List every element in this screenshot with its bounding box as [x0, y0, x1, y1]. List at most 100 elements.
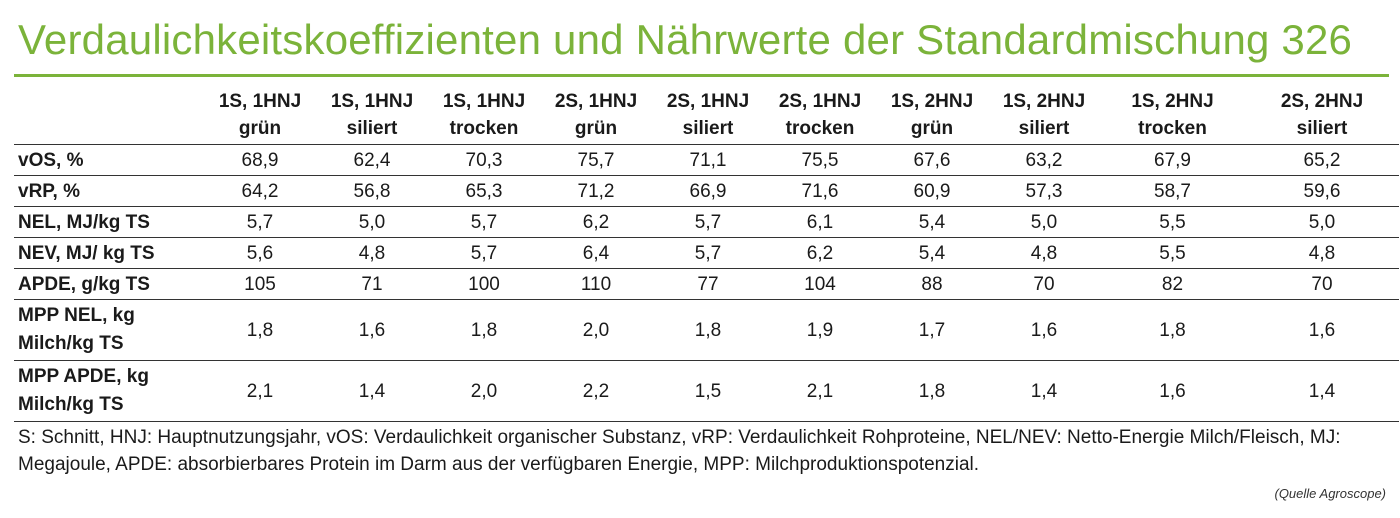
- table-cell: 71,6: [764, 175, 876, 207]
- table-column-header: 2S, 1HNJ trocken: [764, 86, 876, 145]
- table-cell: 67,9: [1100, 144, 1245, 176]
- table-cell: 1,7: [876, 299, 988, 361]
- table-cell: 70: [988, 268, 1100, 300]
- table-cell: 1,8: [204, 299, 316, 361]
- table-cell: 1,8: [1100, 299, 1245, 361]
- table-cell: 6,1: [764, 206, 876, 238]
- table-cell: 5,0: [316, 206, 428, 238]
- table-cell: 6,2: [540, 206, 652, 238]
- row-label: APDE, g/kg TS: [14, 268, 204, 300]
- table-cell: 100: [428, 268, 540, 300]
- table-cell: 1,4: [988, 360, 1100, 422]
- table-header-corner: [14, 86, 204, 145]
- table-cell: 60,9: [876, 175, 988, 207]
- table-cell: 5,7: [652, 237, 764, 269]
- table-cell: 2,1: [204, 360, 316, 422]
- table-cell: 63,2: [988, 144, 1100, 176]
- table-column-header: 1S, 1HNJ siliert: [316, 86, 428, 145]
- table-cell: 1,8: [652, 299, 764, 361]
- table-cell: 5,7: [428, 206, 540, 238]
- table-cell: 105: [204, 268, 316, 300]
- table-row: vRP, % 64,2 56,8 65,3 71,2 66,9 71,6 60,9 57,3 58…: [14, 175, 1399, 207]
- table-cell: 57,3: [988, 175, 1100, 207]
- table-cell: 68,9: [204, 144, 316, 176]
- table-row: APDE, g/kg TS 105 71 100 110 77 104 88 70 82 70: [14, 268, 1399, 300]
- table-cell: 1,8: [876, 360, 988, 422]
- table-cell: 5,7: [428, 237, 540, 269]
- table-cell: 5,0: [988, 206, 1100, 238]
- source-credit: (Quelle Agroscope): [1274, 486, 1386, 501]
- table-cell: 59,6: [1245, 175, 1399, 207]
- table-column-header: 1S, 1HNJ grün: [204, 86, 316, 145]
- table-cell: 1,6: [1100, 360, 1245, 422]
- footnote: S: Schnitt, HNJ: Hauptnutzungsjahr, vOS:…: [18, 427, 1341, 475]
- table-cell: 4,8: [1245, 237, 1399, 269]
- table-cell: 70,3: [428, 144, 540, 176]
- table-cell: 70: [1245, 268, 1399, 300]
- table-cell: 1,8: [428, 299, 540, 361]
- table-cell: 5,7: [652, 206, 764, 238]
- table-cell: 5,7: [204, 206, 316, 238]
- table-column-header: 1S, 2HNJ siliert: [988, 86, 1100, 145]
- table-cell: 65,2: [1245, 144, 1399, 176]
- table-row: vOS, % 68,9 62,4 70,3 75,7 71,1 75,5 67,6 63,2 67…: [14, 144, 1399, 176]
- page-title: Verdaulichkeitskoeffizienten und Nährwer…: [18, 16, 1353, 63]
- table-cell: 82: [1100, 268, 1245, 300]
- table-cell: 64,2: [204, 175, 316, 207]
- table-cell: 75,5: [764, 144, 876, 176]
- row-label: MPP APDE, kg Milch/kg TS: [14, 360, 204, 422]
- table-cell: 1,6: [1245, 299, 1399, 361]
- table-cell: 66,9: [652, 175, 764, 207]
- row-label: NEV, MJ/ kg TS: [14, 237, 204, 269]
- table-cell: 75,7: [540, 144, 652, 176]
- table-cell: 62,4: [316, 144, 428, 176]
- table-cell: 110: [540, 268, 652, 300]
- table-cell: 71: [316, 268, 428, 300]
- table-row: MPP APDE, kg Milch/kg TS 2,1 1,4 2,0 2,2 1,5 2,…: [14, 360, 1399, 422]
- table-cell: 88: [876, 268, 988, 300]
- table-column-header: 1S, 2HNJ trocken: [1100, 86, 1245, 145]
- table-cell: 1,4: [316, 360, 428, 422]
- table-cell: 2,1: [764, 360, 876, 422]
- row-label: NEL, MJ/kg TS: [14, 206, 204, 238]
- row-label: vOS, %: [14, 144, 204, 176]
- table-cell: 65,3: [428, 175, 540, 207]
- table-cell: 5,0: [1245, 206, 1399, 238]
- table-cell: 1,5: [652, 360, 764, 422]
- table-header-row: 1S, 1HNJ grün 1S, 1HNJ siliert 1S, 1HNJ tro…: [14, 86, 1399, 145]
- table-cell: 4,8: [988, 237, 1100, 269]
- table-cell: 6,4: [540, 237, 652, 269]
- table-column-header: 2S, 2HNJ siliert: [1245, 86, 1399, 145]
- table-cell: 6,2: [764, 237, 876, 269]
- table-row: NEL, MJ/kg TS 5,7 5,0 5,7 6,2 5,7 6,1 5,4 5,0 5,5…: [14, 206, 1399, 238]
- table-cell: 2,0: [540, 299, 652, 361]
- table-cell: 1,6: [316, 299, 428, 361]
- table-cell: 71,2: [540, 175, 652, 207]
- table-column-header: 2S, 1HNJ siliert: [652, 86, 764, 145]
- table-cell: 5,5: [1100, 206, 1245, 238]
- nutrition-table: 1S, 1HNJ grün 1S, 1HNJ siliert 1S, 1HNJ tro…: [14, 86, 1399, 422]
- table-cell: 58,7: [1100, 175, 1245, 207]
- table-cell: 56,8: [316, 175, 428, 207]
- row-label: MPP NEL, kg Milch/kg TS: [14, 299, 204, 361]
- table-cell: 67,6: [876, 144, 988, 176]
- table-column-header: 1S, 1HNJ trocken: [428, 86, 540, 145]
- table-cell: 1,4: [1245, 360, 1399, 422]
- table-column-header: 2S, 1HNJ grün: [540, 86, 652, 145]
- table-cell: 5,6: [204, 237, 316, 269]
- row-label: vRP, %: [14, 175, 204, 207]
- table-cell: 104: [764, 268, 876, 300]
- table-cell: 5,4: [876, 206, 988, 238]
- table-cell: 5,5: [1100, 237, 1245, 269]
- table-cell: 1,9: [764, 299, 876, 361]
- table-row: MPP NEL, kg Milch/kg TS 1,8 1,6 1,8 2,0 1,8 1,9…: [14, 299, 1399, 361]
- title-divider: [14, 74, 1389, 77]
- table-cell: 1,6: [988, 299, 1100, 361]
- table-cell: 77: [652, 268, 764, 300]
- table-row: NEV, MJ/ kg TS 5,6 4,8 5,7 6,4 5,7 6,2 5,4 4,8 5,…: [14, 237, 1399, 269]
- table-cell: 2,0: [428, 360, 540, 422]
- table-cell: 2,2: [540, 360, 652, 422]
- table-cell: 4,8: [316, 237, 428, 269]
- table-column-header: 1S, 2HNJ grün: [876, 86, 988, 145]
- table-cell: 71,1: [652, 144, 764, 176]
